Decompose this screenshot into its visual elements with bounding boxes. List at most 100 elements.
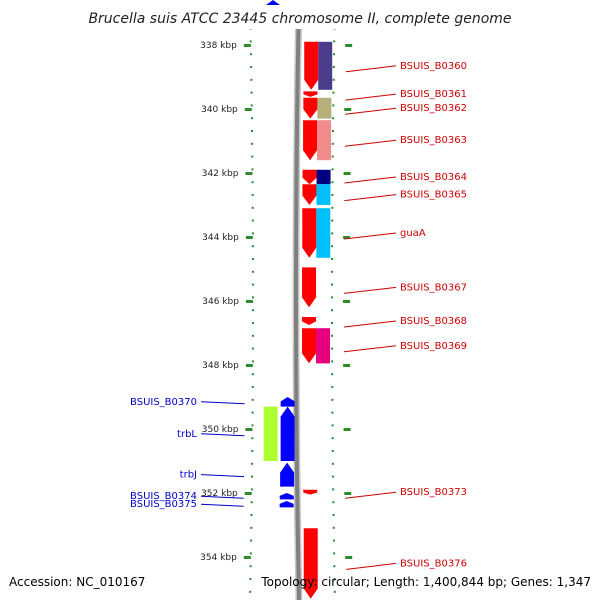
gene-leader-line — [344, 176, 397, 184]
gene-arrow — [303, 91, 318, 97]
accession-text: Accession: NC_010167 — [9, 575, 145, 589]
track-dot — [332, 501, 335, 504]
gene-label: BSUIS_B0362 — [400, 103, 467, 114]
gene-label: BSUIS_B0363 — [400, 135, 467, 146]
track-dot — [331, 386, 334, 388]
cds-arrow — [303, 120, 318, 161]
track-dot — [251, 398, 254, 401]
track-dot — [331, 270, 334, 273]
gene-label: BSUIS_B0375 — [130, 499, 197, 510]
track-dot — [331, 283, 334, 286]
axis-tick-label: 350 kbp — [202, 425, 239, 435]
track-dot — [331, 219, 334, 222]
chromosome-backbone — [292, 0, 303, 600]
track-dot — [251, 437, 254, 440]
track-dot — [250, 501, 253, 504]
backbone-line — [293, 0, 301, 600]
axis-tick-mark-right — [344, 108, 352, 111]
track-dot — [332, 475, 335, 478]
track-dot — [250, 514, 253, 516]
track-dot — [331, 168, 334, 171]
track-dot — [331, 245, 334, 248]
track-dot — [249, 578, 252, 580]
track-dot — [250, 78, 253, 81]
track-dot — [331, 309, 334, 312]
track-dot — [251, 245, 254, 248]
cds-arrow — [302, 328, 317, 364]
track-dot — [251, 155, 254, 158]
axis-tick-mark-right — [345, 556, 353, 559]
track-dot — [250, 117, 253, 120]
track-dot — [251, 334, 254, 337]
track-dot — [251, 206, 254, 209]
gene-label: BSUIS_B0365 — [400, 190, 467, 201]
gene-label: BSUIS_B0360 — [400, 61, 467, 72]
gene-leader-line — [343, 286, 397, 294]
gene-leader-line — [200, 474, 245, 478]
track-dot — [331, 232, 334, 235]
right-tick-track — [331, 2, 336, 593]
gene-block — [316, 208, 331, 258]
axis-tick-mark-right — [343, 364, 351, 367]
axis-tick-label: 346 kbp — [202, 297, 239, 307]
axis-tick-label: 354 kbp — [200, 553, 237, 563]
track-dot — [331, 360, 334, 363]
gene-arrow — [279, 501, 294, 508]
track-dot — [251, 168, 254, 171]
feature-arrow-top — [266, 0, 280, 5]
cds-arrow — [302, 184, 317, 205]
track-dot — [332, 78, 335, 81]
gene-features — [263, 41, 333, 599]
track-dot — [333, 40, 336, 43]
gene-arrow — [279, 493, 294, 500]
gene-leader-line — [345, 491, 397, 499]
track-dot — [331, 206, 334, 209]
track-dot — [251, 424, 254, 427]
gene-arrow — [302, 317, 317, 325]
axis-tick-mark-right — [343, 172, 351, 175]
axis-tick-mark-right — [343, 300, 351, 303]
axis-tick-mark — [245, 428, 253, 431]
track-dot — [250, 66, 253, 68]
track-dot — [331, 155, 334, 158]
track-dot — [250, 91, 253, 94]
axis-tick-label: 352 kbp — [201, 489, 238, 499]
title-backdrop — [0, 0, 600, 29]
track-dot — [250, 539, 253, 542]
track-dot — [251, 258, 254, 260]
gene-label: BSUIS_B0370 — [130, 397, 197, 408]
gene-label: BSUIS_B0373 — [400, 487, 467, 498]
gene-block — [316, 169, 331, 185]
map-title: Brucella suis ATCC 23445 chromosome II, … — [88, 11, 511, 27]
track-dot — [332, 514, 335, 516]
track-dot — [331, 411, 334, 414]
track-dot — [251, 347, 254, 350]
track-dot — [332, 539, 335, 542]
track-dot — [251, 194, 254, 196]
track-dot — [331, 450, 334, 452]
gene-leader-line — [344, 139, 397, 147]
gene-block — [316, 184, 331, 205]
track-dot — [333, 552, 336, 555]
track-dot — [251, 142, 254, 145]
gene-leader-line — [346, 562, 397, 570]
axis-tick-mark — [245, 172, 253, 175]
axis-tick-mark-right — [345, 44, 353, 47]
axis-tick-mark — [245, 300, 253, 303]
track-dot — [250, 475, 253, 478]
axis-tick-label: 340 kbp — [201, 105, 238, 115]
track-dot — [331, 398, 334, 401]
track-dot — [331, 322, 334, 324]
cds-arrow — [304, 41, 319, 90]
track-dot — [332, 117, 335, 120]
track-dot — [331, 334, 334, 337]
gene-label: BSUIS_B0361 — [400, 89, 467, 100]
track-dot — [249, 53, 252, 56]
gene-block — [317, 120, 332, 161]
gene-arrow — [303, 489, 318, 495]
axis-tick-mark-right — [343, 236, 351, 239]
gene-leader-line — [200, 495, 244, 499]
gene-arrow — [303, 528, 318, 599]
track-dot — [251, 411, 254, 414]
